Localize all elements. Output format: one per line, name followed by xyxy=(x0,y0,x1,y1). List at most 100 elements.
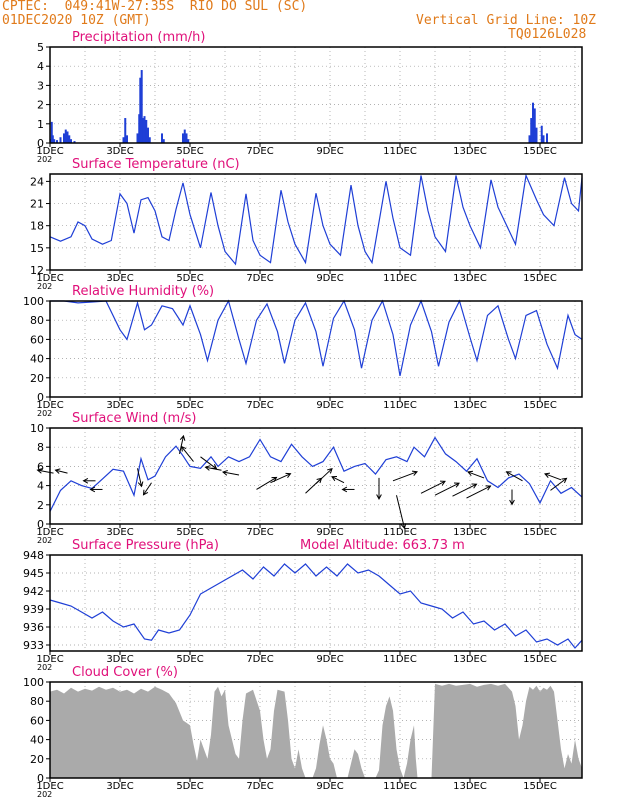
wind-arrow-shaft xyxy=(181,446,194,462)
x-tick-label: 11DEC xyxy=(383,781,417,792)
x-tick-label: 7DEC xyxy=(246,654,273,665)
wind-arrow-shaft xyxy=(434,482,460,496)
precip-bar xyxy=(140,70,143,143)
x-tick-label: 7DEC xyxy=(246,400,273,411)
x-tick-label: 3DEC xyxy=(106,400,133,411)
y-tick-label: 2 xyxy=(37,99,44,112)
wind-arrow-head xyxy=(509,499,515,506)
precip-bar xyxy=(63,133,65,143)
series-line xyxy=(49,436,583,512)
year-label: 202 xyxy=(37,790,52,799)
wind-arrow-shaft xyxy=(200,456,217,470)
x-tick-label: 13DEC xyxy=(453,527,487,538)
year-label: 202 xyxy=(37,409,52,418)
wind-arrow-head xyxy=(485,485,492,491)
y-tick-label: 40 xyxy=(30,353,44,366)
wind-arrow-shaft xyxy=(392,471,418,482)
precip-bar xyxy=(183,129,186,143)
x-tick-label: 15DEC xyxy=(523,273,557,284)
y-tick-label: 100 xyxy=(23,295,44,308)
x-tick-label: 3DEC xyxy=(106,527,133,538)
header-model-id: TQ0126L028 xyxy=(508,27,587,42)
x-tick-label: 1DEC xyxy=(36,781,63,792)
x-tick-label: 3DEC xyxy=(106,654,133,665)
precip-bar xyxy=(73,141,76,143)
x-tick-label: 5DEC xyxy=(176,527,203,538)
precip-bar xyxy=(185,133,188,143)
wind-arrow-shaft xyxy=(137,468,142,487)
wind-arrow-shaft xyxy=(420,480,446,494)
wind-arrow-head xyxy=(89,486,96,493)
precip-bar xyxy=(162,139,165,143)
x-tick-label: 5DEC xyxy=(176,654,203,665)
panel-title: Cloud Cover (%) xyxy=(72,665,178,680)
wind-arrow-head xyxy=(411,470,418,476)
wind-arrow-head xyxy=(453,482,460,488)
precip-bar xyxy=(182,133,184,143)
wind-arrow-head xyxy=(505,471,512,477)
y-tick-label: 0 xyxy=(37,137,44,150)
wind-arrow-shaft xyxy=(550,477,567,491)
wind-arrow-shaft xyxy=(222,471,240,476)
wind-arrow-head xyxy=(180,445,187,452)
x-tick-label: 9DEC xyxy=(316,781,343,792)
x-tick-label: 9DEC xyxy=(316,400,343,411)
wind-arrow-head xyxy=(137,481,144,488)
y-tick-label: 18 xyxy=(30,220,44,233)
y-tick-label: 80 xyxy=(30,695,44,708)
x-tick-label: 13DEC xyxy=(453,273,487,284)
y-tick-label: 933 xyxy=(23,639,44,652)
precip-bar xyxy=(64,129,67,143)
x-tick-label: 15DEC xyxy=(523,400,557,411)
precip-bar xyxy=(126,135,128,143)
wind-arrow-shaft xyxy=(506,471,523,482)
x-tick-label: 13DEC xyxy=(453,400,487,411)
series-line xyxy=(50,299,583,377)
panel-title: Relative Humidity (%) xyxy=(72,284,214,299)
x-tick-label: 13DEC xyxy=(453,146,487,157)
y-tick-label: 15 xyxy=(30,242,44,255)
y-tick-label: 939 xyxy=(23,603,44,616)
x-tick-label: 5DEC xyxy=(176,146,203,157)
y-tick-label: 80 xyxy=(30,314,44,327)
wind-arrow-head xyxy=(179,434,186,441)
panel-title: Surface Pressure (hPa) xyxy=(72,538,219,553)
y-tick-label: 942 xyxy=(23,585,44,598)
precip-bar xyxy=(53,139,56,143)
x-tick-label: 7DEC xyxy=(246,781,273,792)
wind-arrow-shaft xyxy=(143,482,152,495)
precip-bar xyxy=(124,118,127,143)
model-altitude-label: Model Altitude: 663.73 m xyxy=(300,538,465,553)
wind-arrow-shaft xyxy=(205,466,222,471)
panel-frame xyxy=(49,681,583,779)
y-tick-label: 1 xyxy=(37,118,44,131)
panel-title: Surface Wind (m/s) xyxy=(72,411,196,426)
x-tick-label: 1DEC xyxy=(36,146,63,157)
x-tick-label: 9DEC xyxy=(316,654,343,665)
x-tick-label: 7DEC xyxy=(246,273,273,284)
x-tick-label: 5DEC xyxy=(176,273,203,284)
wind-arrow-head xyxy=(467,470,474,477)
x-tick-label: 1DEC xyxy=(36,527,63,538)
wind-arrow-shaft xyxy=(315,468,333,485)
wind-arrow-shaft xyxy=(270,473,291,484)
x-tick-label: 1DEC xyxy=(36,273,63,284)
y-tick-label: 20 xyxy=(30,753,44,766)
wind-arrow-head xyxy=(285,472,292,479)
x-tick-label: 7DEC xyxy=(246,146,273,157)
y-tick-label: 40 xyxy=(30,734,44,747)
precip-bar xyxy=(542,135,545,143)
panel-frame xyxy=(49,300,583,398)
x-tick-label: 5DEC xyxy=(176,400,203,411)
x-tick-label: 1DEC xyxy=(36,400,63,411)
precip-bar xyxy=(161,133,163,143)
wind-arrow-head xyxy=(36,468,43,474)
x-tick-label: 11DEC xyxy=(383,527,417,538)
year-label: 202 xyxy=(37,663,52,672)
year-label: 202 xyxy=(37,536,52,545)
x-tick-label: 15DEC xyxy=(523,527,557,538)
y-tick-label: 948 xyxy=(23,549,44,562)
x-tick-label: 11DEC xyxy=(383,654,417,665)
x-tick-label: 1DEC xyxy=(36,654,63,665)
